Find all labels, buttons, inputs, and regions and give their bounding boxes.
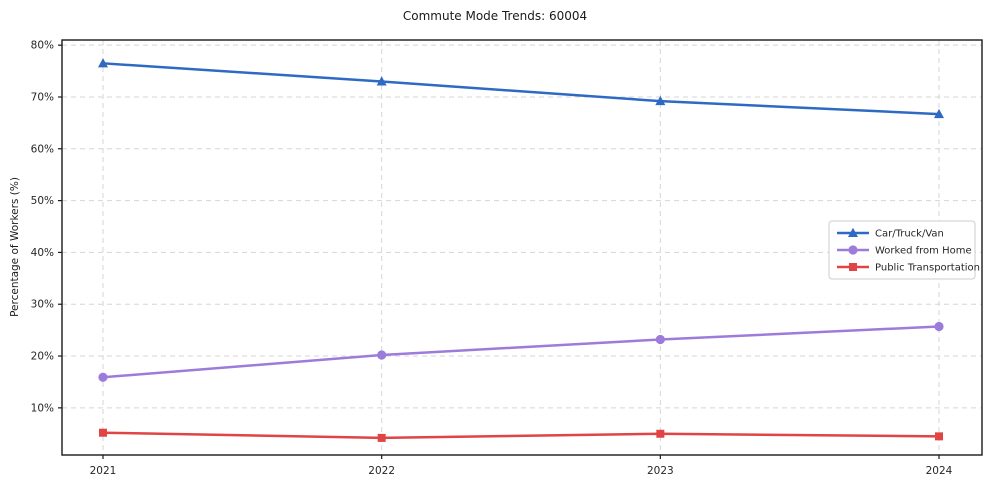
legend-item-public-transportation: Public Transportation <box>837 263 980 274</box>
series-marker <box>848 245 858 255</box>
series-public-transportation <box>99 428 943 442</box>
series-marker <box>934 108 944 119</box>
series-line-public-transportation <box>101 431 941 440</box>
y-tick-label: 70% <box>31 91 54 103</box>
legend-label: Public Transportation <box>875 263 980 274</box>
y-tick-label: 20% <box>31 351 54 363</box>
series-marker <box>98 372 108 382</box>
x-tick-label: 2021 <box>90 465 117 477</box>
series-marker <box>934 321 944 332</box>
plot-border <box>61 39 983 456</box>
series-marker <box>849 263 857 271</box>
legend-item-worked-from-home: Worked from Home <box>837 245 972 257</box>
series-marker <box>377 350 387 360</box>
series-marker <box>656 429 665 438</box>
x-tick-label: 2022 <box>368 465 395 477</box>
series-line-car-truck-van <box>101 62 941 116</box>
y-tick-label: 30% <box>31 299 54 311</box>
legend-label: Worked from Home <box>875 246 972 257</box>
series-marker <box>376 76 387 86</box>
series-marker <box>99 428 107 437</box>
legend-box <box>828 220 976 280</box>
series-marker <box>655 334 665 345</box>
series-marker <box>848 227 858 237</box>
tick-labels: 10% 20% 30% 40% 50% 60% 70% 80% 2021 2022 2023 2024 <box>31 40 953 477</box>
y-tick-label: 80% <box>31 40 54 52</box>
series-line-worked-from-home <box>101 325 941 379</box>
legend: Car/Truck/Van Worked from Home Public Tran… <box>828 220 980 280</box>
chart-title: Commute Mode Trends: 60004 <box>402 9 588 23</box>
series-marker <box>655 95 666 106</box>
x-tick-label: 2023 <box>647 465 674 477</box>
legend-label: Car/Truck/Van <box>875 229 944 240</box>
y-tick-label: 40% <box>31 247 54 259</box>
series-marker <box>377 433 386 442</box>
y-tick-label: 50% <box>31 195 54 207</box>
series-marker <box>935 432 943 441</box>
series-car-truck-van <box>98 58 944 119</box>
y-tick-label: 10% <box>31 402 54 414</box>
legend-item-car-truck-van: Car/Truck/Van <box>837 227 944 240</box>
series-worked-from-home <box>98 321 944 382</box>
series-marker <box>98 58 108 68</box>
x-tick-label: 2024 <box>926 465 953 477</box>
y-tick-label: 60% <box>31 143 54 155</box>
